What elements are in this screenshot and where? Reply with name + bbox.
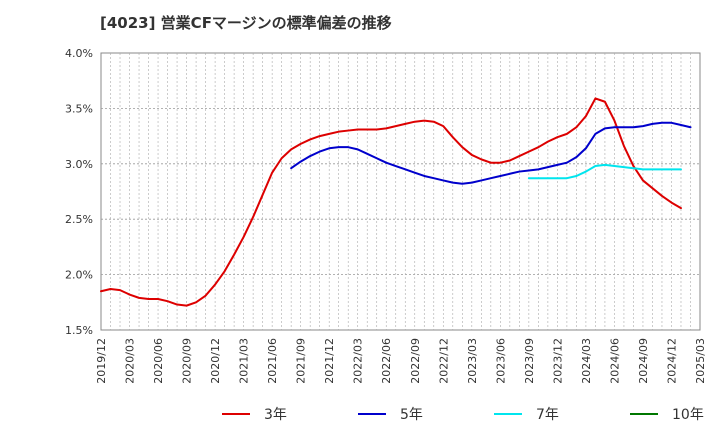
x-tick-label: 2020/09	[181, 338, 194, 384]
y-tick-label: 1.5%	[65, 324, 93, 337]
x-tick-label: 2021/03	[238, 338, 251, 384]
x-tick-label: 2024/03	[580, 338, 593, 384]
x-tick-label: 2020/12	[209, 338, 222, 384]
x-tick-label: 2021/06	[266, 338, 279, 384]
series-lines	[100, 97, 692, 307]
x-tick-label: 2022/09	[409, 338, 422, 384]
x-tick-label: 2023/12	[551, 338, 564, 384]
x-tick-label: 2022/12	[437, 338, 450, 384]
legend-label-1: 3年	[264, 407, 287, 423]
y-tick-label: 3.0%	[65, 158, 93, 171]
chart-title: [4023] 営業CFマージンの標準偏差の推移	[100, 14, 392, 32]
grid	[100, 52, 701, 331]
legend: 3年 5年 7年 10年	[222, 407, 704, 423]
x-tick-label: 2022/03	[352, 338, 365, 384]
series-line-3	[527, 163, 682, 180]
x-tick-label: 2023/09	[523, 338, 536, 384]
y-tick-label: 3.5%	[65, 102, 93, 115]
legend-label-2: 5年	[400, 407, 423, 423]
x-tick-label: 2020/03	[124, 338, 137, 384]
plot-area	[100, 52, 701, 331]
x-tick-label: 2021/12	[323, 338, 336, 384]
x-tick-label: 2021/09	[295, 338, 308, 384]
legend-label-4: 10年	[672, 407, 704, 423]
y-tick-label: 4.0%	[65, 47, 93, 60]
x-tick-label: 2022/06	[380, 338, 393, 384]
x-tick-label: 2024/12	[665, 338, 678, 384]
x-tick-label: 2023/03	[466, 338, 479, 384]
series-line-1	[100, 97, 682, 307]
x-tick-label: 2024/06	[608, 338, 621, 384]
x-tick-label: 2020/06	[152, 338, 165, 384]
axes: 1.5% 2.0% 2.5% 3.0% 3.5% 4.0% 2019/12 2020/03 20…	[65, 47, 707, 384]
x-tick-label: 2019/12	[95, 338, 108, 384]
legend-label-3: 7年	[536, 407, 559, 423]
y-tick-label: 2.0%	[65, 269, 93, 282]
x-tick-label: 2024/09	[637, 338, 650, 384]
series-line-2	[290, 121, 692, 185]
x-tick-label: 2025/03	[694, 338, 707, 384]
x-tick-label: 2023/06	[494, 338, 507, 384]
y-tick-label: 2.5%	[65, 213, 93, 226]
